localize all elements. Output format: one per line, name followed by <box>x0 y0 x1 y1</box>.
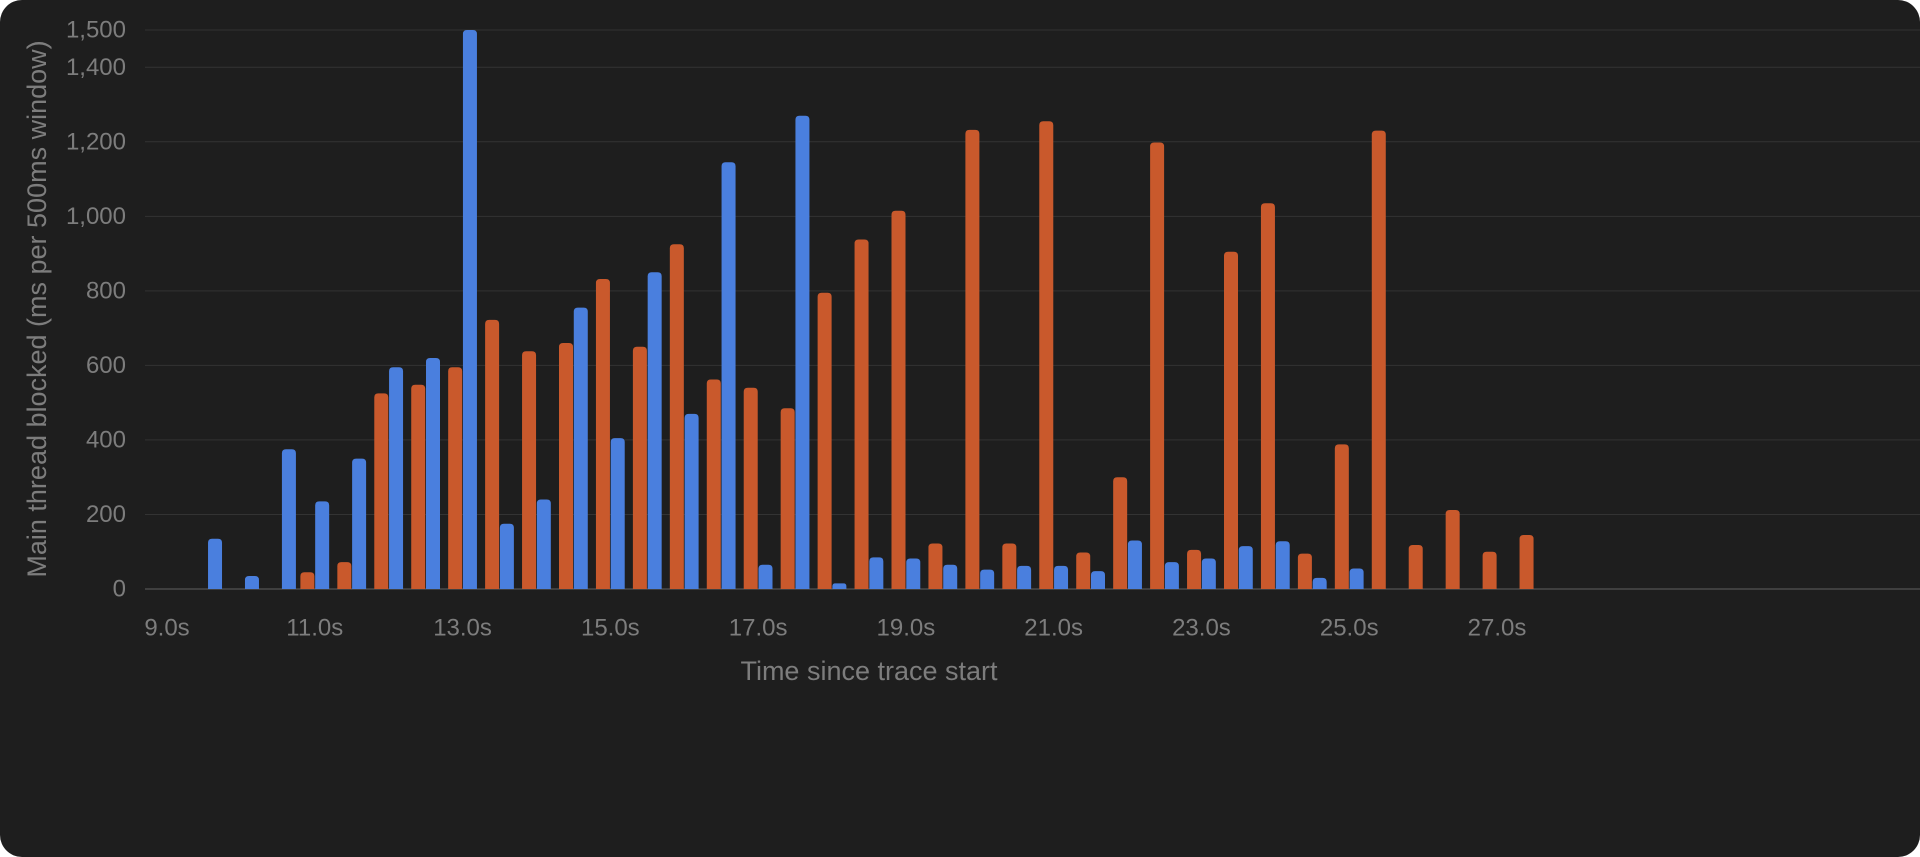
y-tick-label: 200 <box>86 501 126 528</box>
x-tick-label: 23.0s <box>1172 615 1231 642</box>
bar-orange <box>1482 551 1497 589</box>
bar-blue <box>980 569 995 589</box>
bar-orange <box>743 387 758 589</box>
bar-blue <box>244 575 259 589</box>
bar-orange <box>817 292 832 589</box>
bar-orange <box>559 343 573 589</box>
bar-orange <box>1002 543 1017 589</box>
y-tick-label: 400 <box>86 426 126 453</box>
x-tick-label: 17.0s <box>729 615 788 642</box>
bar-blue <box>943 564 958 589</box>
bar-orange <box>854 239 869 589</box>
bar-orange <box>300 572 315 589</box>
y-axis-label: Main thread blocked (ms per 500ms window… <box>22 40 52 577</box>
y-tick-label: 800 <box>86 277 126 304</box>
bar-blue <box>281 449 296 589</box>
bar-blue <box>1312 577 1327 589</box>
bar-orange <box>522 351 537 589</box>
bar-orange <box>411 384 426 589</box>
bar-orange <box>1150 142 1165 589</box>
bar-blue <box>315 501 330 589</box>
y-axis-tick-labels: 0 200 400 600 800 1,000 1,200 1,400 1,500 <box>66 17 126 603</box>
bar-orange <box>1334 444 1349 589</box>
bars <box>208 30 1534 590</box>
bar-orange <box>448 367 463 589</box>
bar-orange <box>595 278 610 589</box>
bar-orange <box>1113 477 1128 589</box>
bar-blue <box>208 538 223 589</box>
bar-orange <box>337 562 352 589</box>
bar-orange <box>669 244 684 590</box>
bar-blue <box>426 357 440 589</box>
x-tick-label: 15.0s <box>581 615 640 642</box>
y-tick-label: 1,200 <box>66 128 126 155</box>
x-tick-label: 27.0s <box>1468 615 1527 642</box>
bar-orange <box>1519 534 1534 589</box>
bar-blue <box>1017 565 1032 589</box>
bar-orange <box>374 393 389 589</box>
bar-orange <box>1076 552 1091 589</box>
bar-blue <box>389 367 404 589</box>
bar-blue <box>869 557 884 589</box>
bar-blue <box>1164 562 1179 589</box>
y-tick-label: 600 <box>86 352 126 379</box>
bar-blue <box>1091 571 1105 589</box>
bar-orange <box>928 543 943 589</box>
bar-blue <box>758 564 773 589</box>
x-tick-label: 11.0s <box>286 615 343 642</box>
bar-orange <box>706 379 721 589</box>
bar-orange <box>1408 545 1423 589</box>
x-tick-label: 21.0s <box>1024 615 1083 642</box>
bar-orange <box>891 210 906 589</box>
bar-blue <box>721 162 736 589</box>
x-tick-label: 25.0s <box>1320 615 1379 642</box>
bar-blue <box>795 115 810 590</box>
bar-blue <box>684 413 699 589</box>
bar-orange <box>1039 121 1054 589</box>
bar-orange <box>1260 203 1275 590</box>
x-tick-label: 19.0s <box>877 615 936 642</box>
bar-blue <box>1349 568 1364 589</box>
bar-orange <box>632 346 647 589</box>
bar-blue <box>610 438 625 589</box>
bar-blue <box>832 583 847 589</box>
bar-orange <box>965 129 980 589</box>
bar-blue <box>462 30 477 589</box>
x-tick-label: 9.0s <box>144 615 189 642</box>
bar-blue <box>1238 546 1253 589</box>
bar-orange <box>1297 553 1312 589</box>
bar-blue <box>647 272 662 589</box>
bar-orange <box>1445 509 1460 589</box>
bar-orange <box>1371 130 1386 589</box>
bar-blue <box>1275 541 1290 589</box>
bar-blue <box>536 499 551 589</box>
bar-orange <box>1187 549 1202 589</box>
y-tick-label: 1,500 <box>66 17 126 44</box>
bar-orange <box>1224 251 1238 589</box>
bar-blue <box>352 458 367 589</box>
bar-orange <box>780 408 795 589</box>
bar-blue <box>499 523 514 589</box>
bar-blue <box>1054 565 1069 589</box>
y-tick-label: 1,400 <box>66 54 126 81</box>
bar-orange <box>485 319 500 589</box>
grid-lines <box>145 29 1920 590</box>
x-axis-tick-labels: 9.0s 11.0s 13.0s 15.0s 17.0s 19.0s 21.0s 23.0s 2… <box>144 615 1526 642</box>
y-tick-label: 1,000 <box>66 203 126 230</box>
y-tick-label: 0 <box>113 576 126 603</box>
bar-blue <box>1201 558 1216 589</box>
bar-blue <box>573 307 588 589</box>
x-tick-label: 13.0s <box>433 615 492 642</box>
bar-blue <box>1127 540 1142 589</box>
x-axis-label: Time since trace start <box>740 656 998 686</box>
bar-blue <box>906 558 921 589</box>
